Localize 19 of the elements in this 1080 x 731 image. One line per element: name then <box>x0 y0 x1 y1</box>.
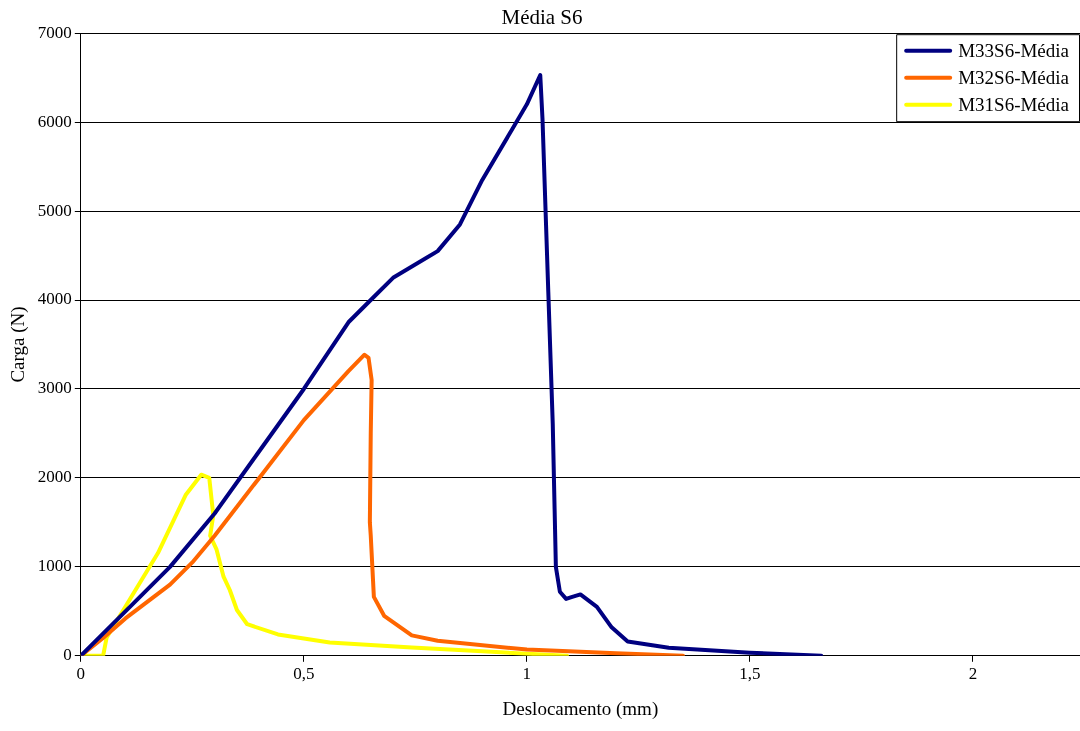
y-tick-label: 6000 <box>37 111 72 131</box>
y-tick-label: 1000 <box>37 556 72 576</box>
y-tick-label: 5000 <box>37 200 72 220</box>
x-tick-label: 1,5 <box>739 664 761 684</box>
y-tick-label: 7000 <box>37 22 72 42</box>
legend-label: M32S6-Média <box>958 66 1070 88</box>
y-axis-title: Carga (N) <box>7 306 30 383</box>
x-tick-label: 1 <box>522 664 532 684</box>
y-tick-label: 2000 <box>37 467 72 487</box>
legend-label: M31S6-Média <box>958 93 1070 115</box>
x-tick-label: 0 <box>76 664 86 684</box>
y-tick-label: 4000 <box>37 289 72 309</box>
legend-label: M33S6-Média <box>958 39 1070 61</box>
y-tick-label: 0 <box>63 645 72 665</box>
x-tick-label: 2 <box>968 664 978 684</box>
chart-title: Média S6 <box>501 5 583 30</box>
y-tick-label: 3000 <box>37 378 72 398</box>
x-tick-label: 0,5 <box>293 664 315 684</box>
x-axis-title: Deslocamento (mm) <box>502 697 659 720</box>
